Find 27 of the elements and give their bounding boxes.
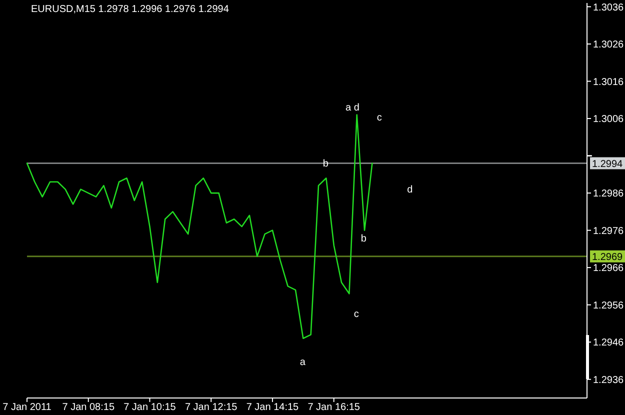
y-tick-label: 1.2946 [593, 338, 624, 349]
annotation: a d [346, 102, 360, 114]
y-tick-label: 1.3026 [593, 40, 624, 51]
ref-line-label: 1.2994 [592, 158, 624, 170]
annotation: c [376, 112, 382, 124]
x-tick-label: 7 Jan 08:15 [62, 402, 115, 414]
x-tick-label: 7 Jan 14:15 [246, 402, 300, 414]
y-tick-label: 1.3006 [593, 114, 624, 126]
y-tick-label: 1.2966 [593, 263, 624, 274]
chart-title: EURUSD,M15 1.2978 1.2996 1.2976 1.2994 [31, 4, 229, 16]
ref-line-label: 1.2969 [592, 252, 624, 263]
annotation: c [354, 308, 359, 320]
x-tick-label: 7 Jan 10:15 [124, 402, 176, 414]
line-series [26, 114, 373, 340]
x-tick-label: 7 Jan 2011 [2, 402, 52, 414]
y-tick-label: 1.2956 [593, 300, 624, 312]
y-tick-label: 1.2936 [593, 374, 624, 386]
x-tick-label: 7 Jan 16:15 [308, 402, 360, 414]
y-tick-label: 1.2986 [593, 188, 624, 200]
x-tick-label: 7 Jan 12:15 [184, 402, 238, 414]
annotation: a [300, 356, 306, 368]
y-tick-label: 1.3036 [593, 2, 624, 14]
annotation: b [322, 158, 329, 170]
annotation: b [360, 233, 367, 244]
annotation: d [407, 184, 413, 196]
y-tick-label: 1.3016 [593, 76, 624, 88]
y-tick-label: 1.2976 [593, 226, 624, 237]
